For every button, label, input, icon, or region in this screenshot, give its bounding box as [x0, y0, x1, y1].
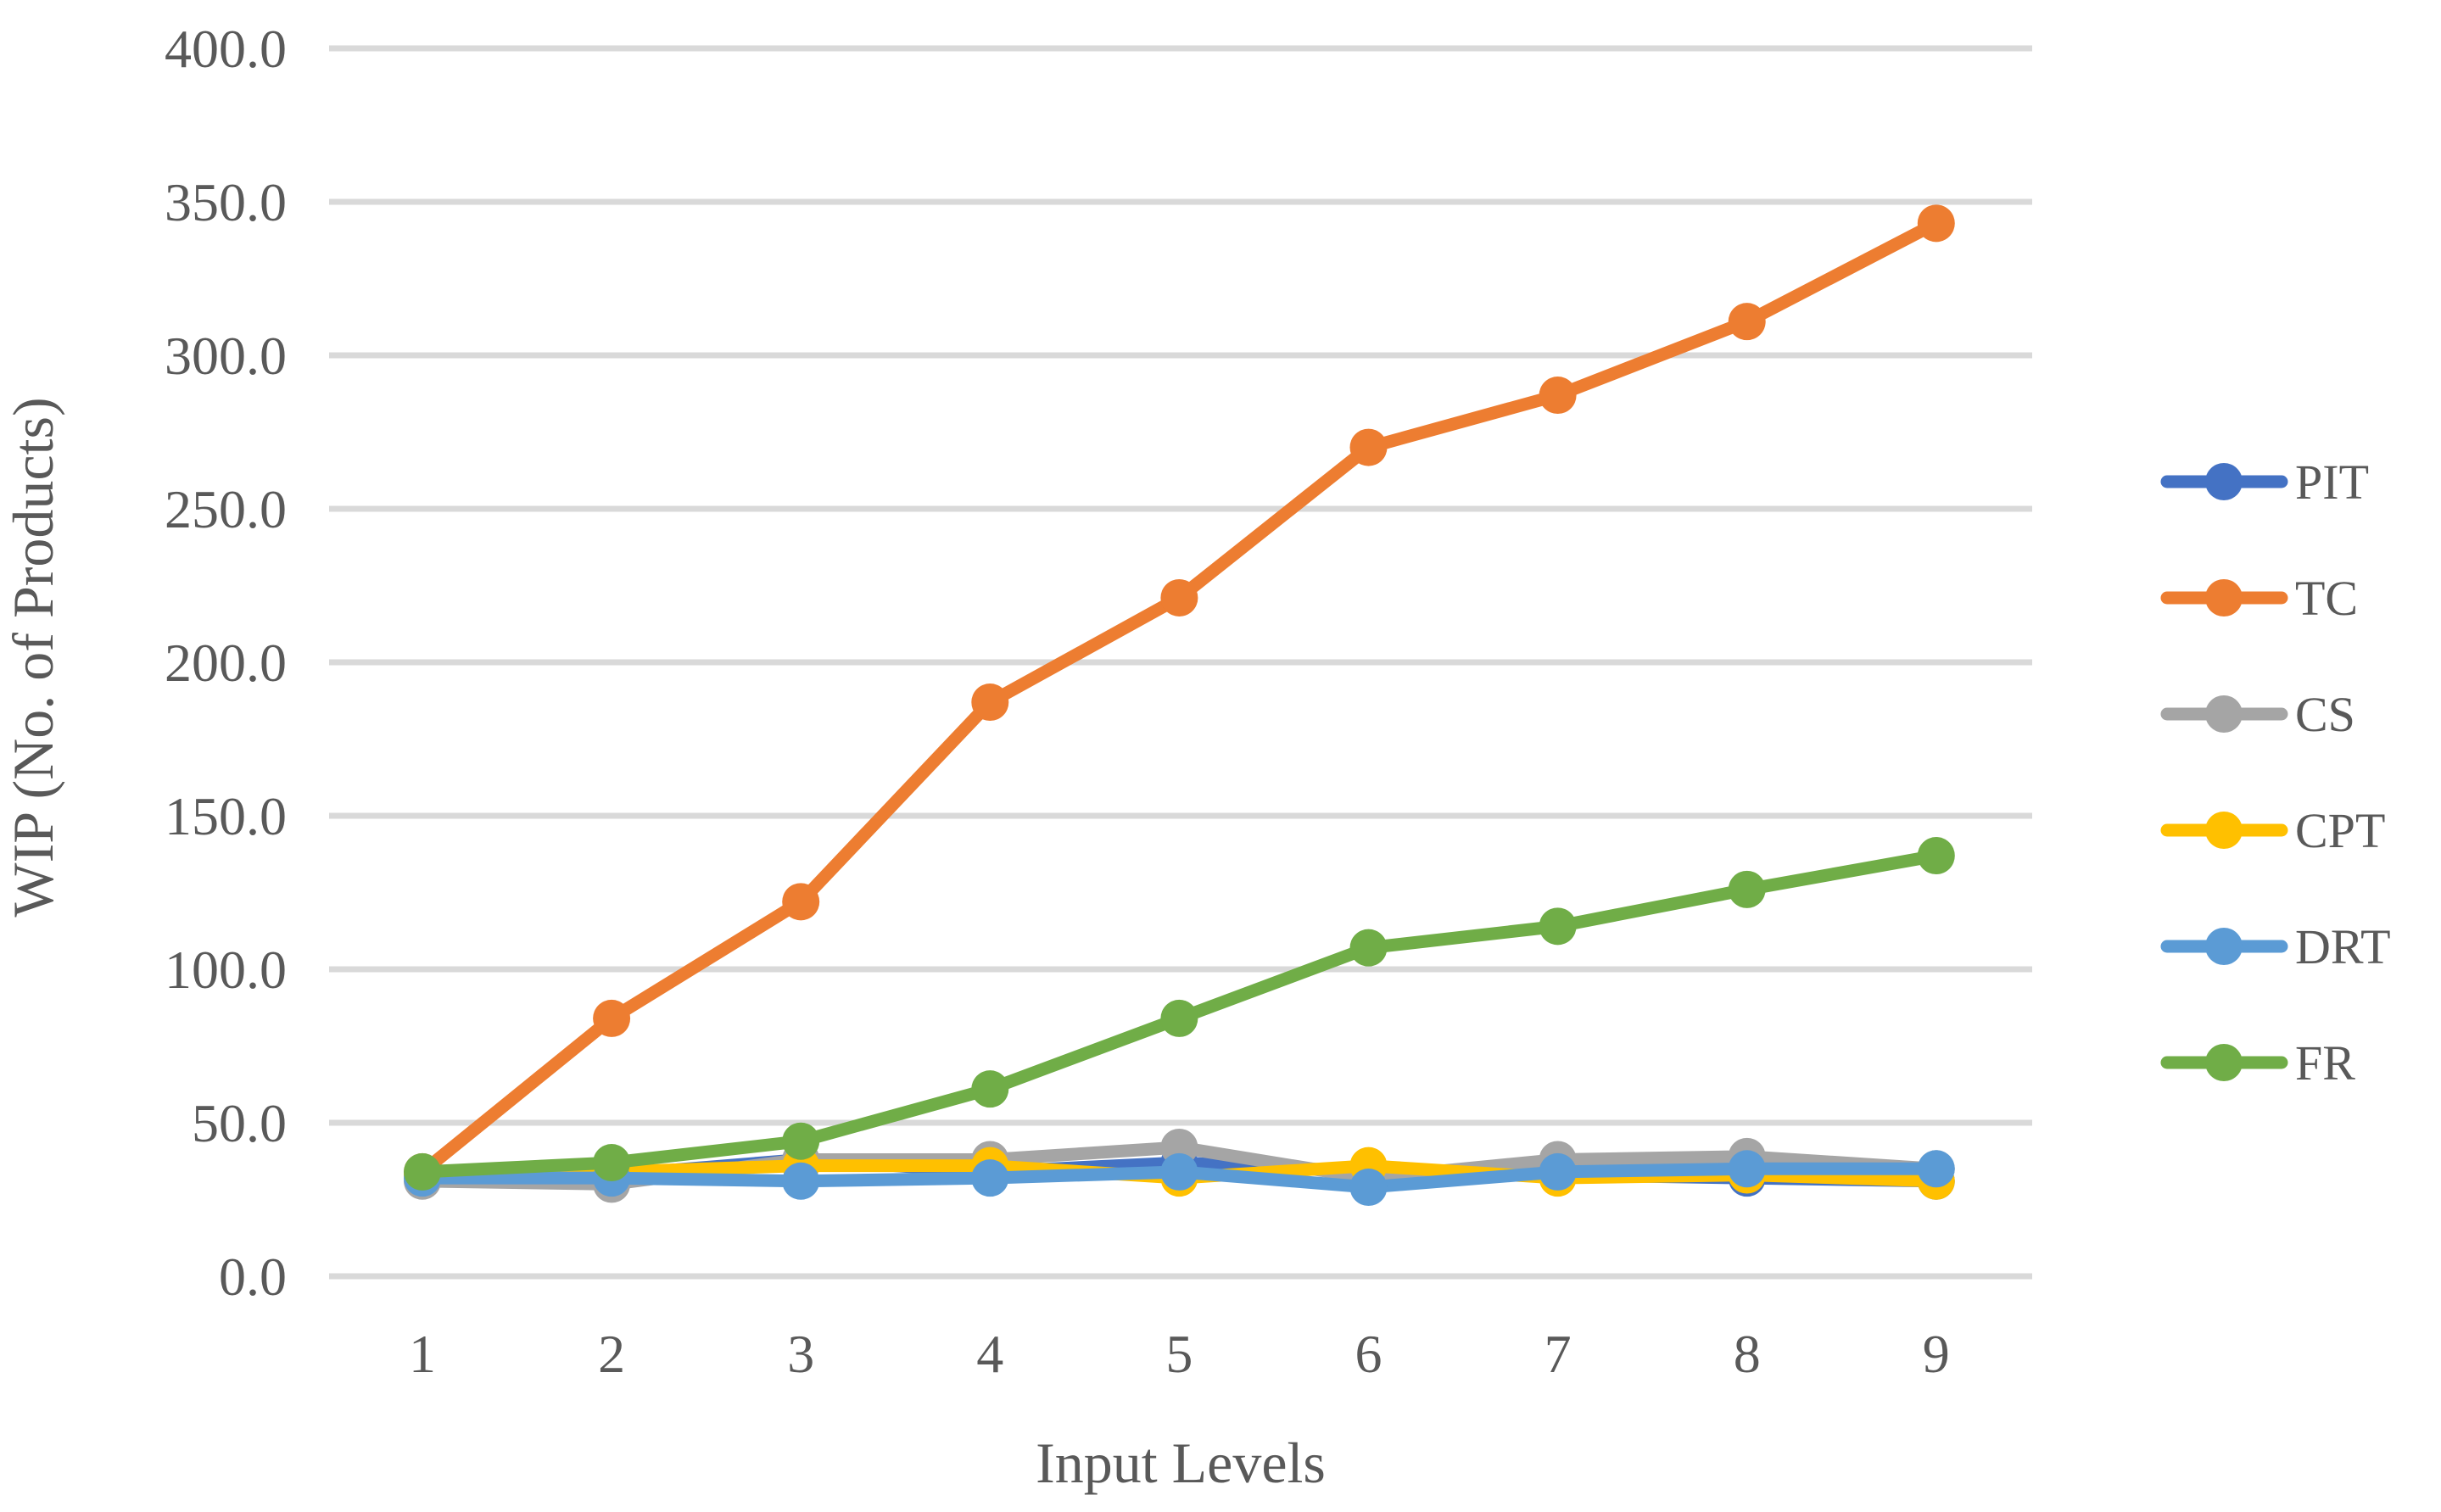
data-point-FR-5 — [1160, 999, 1198, 1037]
x-axis-tick-labels: 1 2 3 4 5 6 7 8 9 — [409, 1324, 1950, 1384]
legend: PIT TC CS CPT DRT FR — [2160, 455, 2391, 1091]
data-point-DRT-6 — [1349, 1169, 1388, 1207]
legend-label-CS: CS — [2295, 687, 2355, 742]
data-point-FR-6 — [1349, 929, 1388, 967]
x-tick-label: 7 — [1544, 1324, 1572, 1384]
data-point-TC-5 — [1160, 578, 1198, 617]
y-tick-label: 150.0 — [165, 786, 287, 846]
legend-item-CS: CS — [2160, 687, 2355, 742]
y-tick-label: 300.0 — [165, 326, 287, 386]
legend-item-TC: TC — [2160, 571, 2358, 626]
data-point-TC-4 — [971, 683, 1009, 722]
y-tick-label: 100.0 — [165, 940, 287, 1000]
x-tick-label: 3 — [787, 1324, 814, 1384]
data-point-FR-3 — [782, 1122, 820, 1160]
data-point-TC-6 — [1349, 428, 1388, 466]
legend-label-TC: TC — [2295, 571, 2358, 626]
x-tick-label: 6 — [1355, 1324, 1382, 1384]
data-point-FR-9 — [1917, 837, 1955, 875]
y-tick-label: 50.0 — [192, 1093, 287, 1153]
y-tick-label: 350.0 — [165, 172, 287, 232]
legend-item-FR: FR — [2160, 1035, 2355, 1091]
gridlines-group — [329, 45, 2032, 1280]
legend-label-DRT: DRT — [2295, 919, 2391, 974]
data-point-DRT-5 — [1160, 1152, 1198, 1191]
x-tick-label: 8 — [1734, 1324, 1761, 1384]
y-tick-label: 250.0 — [165, 479, 287, 539]
legend-swatch-marker-PIT — [2205, 463, 2243, 500]
legend-label-FR: FR — [2295, 1035, 2355, 1091]
y-tick-label: 200.0 — [165, 633, 287, 693]
legend-item-PIT: PIT — [2160, 455, 2369, 510]
legend-swatch-marker-CS — [2205, 695, 2243, 733]
data-point-TC-2 — [593, 999, 631, 1037]
data-point-TC-9 — [1917, 204, 1955, 243]
data-point-DRT-8 — [1728, 1150, 1766, 1188]
legend-swatch-marker-CPT — [2205, 812, 2243, 849]
legend-swatch-marker-DRT — [2205, 928, 2243, 965]
x-axis-title: Input Levels — [1036, 1431, 1326, 1495]
legend-label-CPT: CPT — [2295, 803, 2385, 858]
y-tick-label: 400.0 — [165, 19, 287, 79]
x-tick-label: 5 — [1165, 1324, 1193, 1384]
data-point-FR-1 — [404, 1152, 441, 1191]
y-tick-label: 0.0 — [219, 1247, 287, 1307]
y-axis-title: WIP (No. of Products) — [1, 397, 65, 917]
legend-item-CPT: CPT — [2160, 803, 2385, 858]
legend-label-PIT: PIT — [2295, 455, 2369, 510]
data-point-DRT-7 — [1539, 1152, 1577, 1191]
x-tick-label: 2 — [598, 1324, 625, 1384]
data-point-FR-2 — [593, 1144, 631, 1182]
data-point-TC-8 — [1728, 303, 1766, 341]
y-axis-tick-labels: 0.0 50.0 100.0 150.0 200.0 250.0 300.0 350.0 400… — [165, 19, 287, 1307]
data-point-TC-3 — [782, 883, 820, 921]
data-point-FR-4 — [971, 1070, 1009, 1108]
x-tick-label: 9 — [1923, 1324, 1950, 1384]
x-tick-label: 4 — [976, 1324, 1003, 1384]
data-point-DRT-4 — [971, 1159, 1009, 1197]
data-point-FR-8 — [1728, 870, 1766, 908]
data-point-DRT-9 — [1917, 1150, 1955, 1188]
data-point-DRT-3 — [782, 1162, 820, 1200]
data-point-FR-7 — [1539, 907, 1577, 946]
legend-swatch-marker-TC — [2205, 579, 2243, 617]
x-tick-label: 1 — [409, 1324, 436, 1384]
legend-item-DRT: DRT — [2160, 919, 2391, 974]
legend-swatch-marker-FR — [2205, 1044, 2243, 1081]
series-group — [404, 204, 1955, 1207]
data-point-TC-7 — [1539, 377, 1577, 415]
